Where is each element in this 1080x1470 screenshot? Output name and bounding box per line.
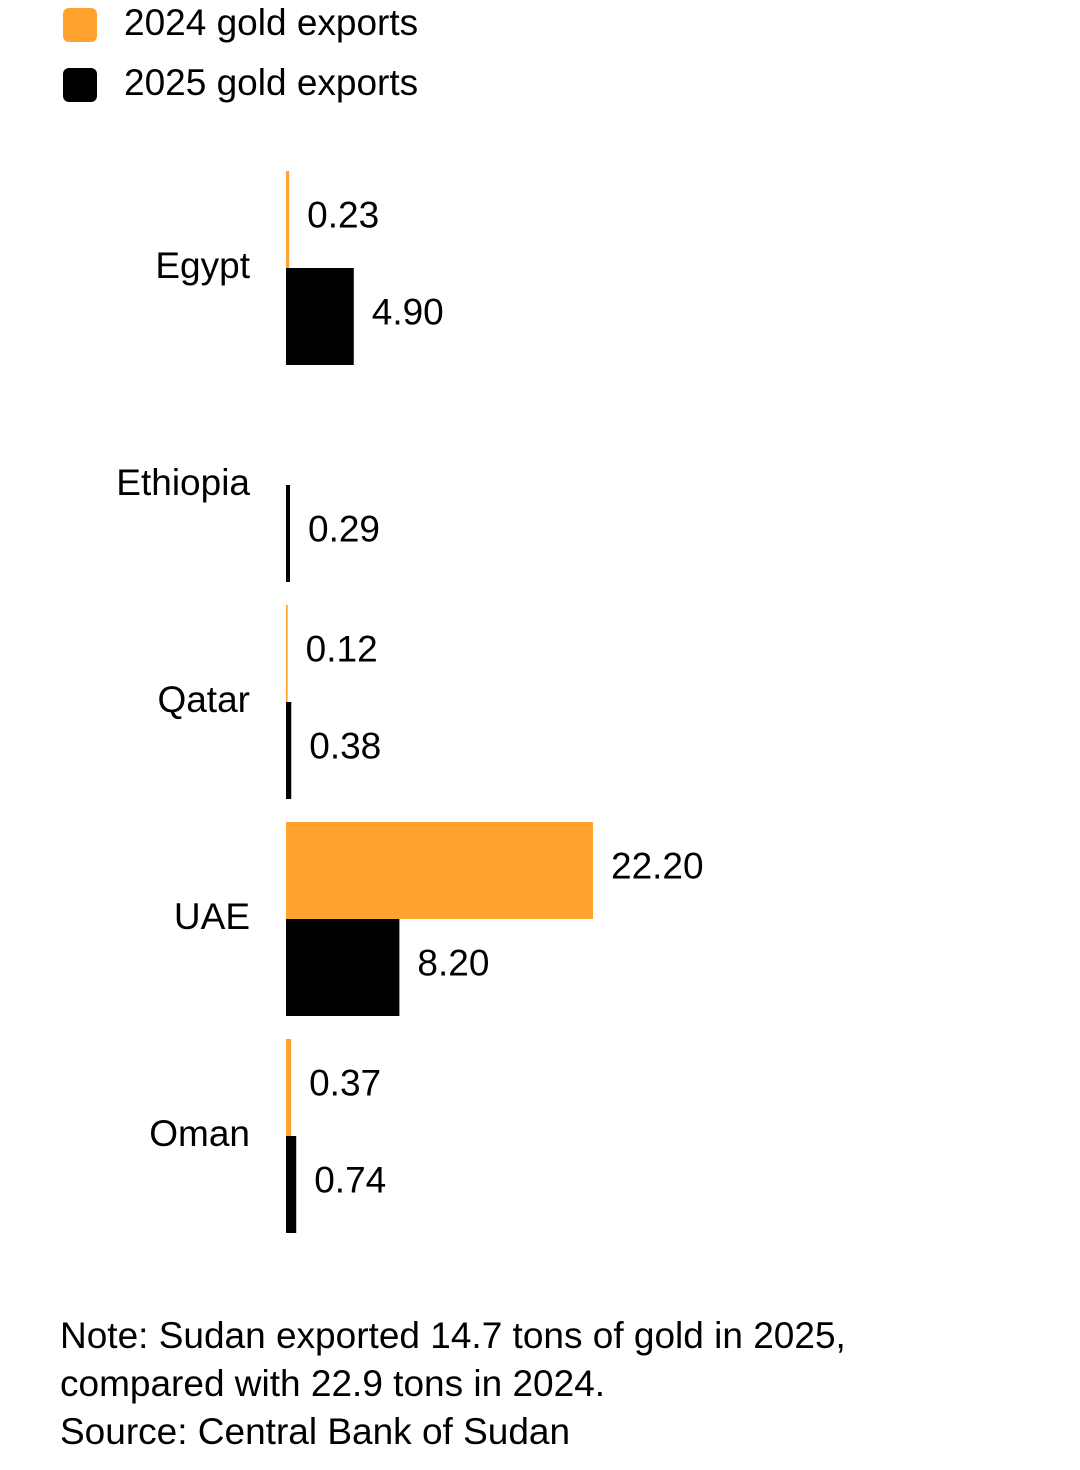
bar xyxy=(286,1039,292,1136)
legend-label: 2024 gold exports xyxy=(124,2,418,43)
value-label: 0.74 xyxy=(314,1159,386,1200)
bar xyxy=(286,702,292,799)
value-label: 0.23 xyxy=(307,194,379,235)
bar xyxy=(286,605,288,702)
value-label: 0.29 xyxy=(308,508,380,549)
bar xyxy=(286,171,290,268)
source: Source: Central Bank of Sudan xyxy=(60,1411,571,1452)
category-label: Ethiopia xyxy=(116,462,250,503)
bar xyxy=(286,485,291,582)
value-label: 8.20 xyxy=(417,942,489,983)
category-label: Egypt xyxy=(155,245,250,286)
legend-label: 2025 gold exports xyxy=(124,62,418,103)
category-label: UAE xyxy=(174,896,250,937)
bar xyxy=(286,822,593,919)
value-label: 4.90 xyxy=(372,291,444,332)
footer: Note: Sudan exported 14.7 tons of gold i… xyxy=(60,1312,850,1456)
bar xyxy=(286,1136,297,1233)
note: Note: Sudan exported 14.7 tons of gold i… xyxy=(60,1315,846,1404)
category-label: Oman xyxy=(149,1113,250,1154)
legend-swatch xyxy=(63,8,97,42)
bar xyxy=(286,919,400,1016)
value-label: 0.12 xyxy=(306,628,378,669)
chart: 2024 gold exports 2025 gold exports Egypt 0… xyxy=(63,2,704,1233)
value-label: 22.20 xyxy=(611,845,704,886)
category-label: Qatar xyxy=(157,679,250,720)
legend-swatch xyxy=(63,68,97,102)
bar xyxy=(286,268,354,365)
value-label: 0.37 xyxy=(309,1062,381,1103)
value-label: 0.38 xyxy=(309,725,381,766)
